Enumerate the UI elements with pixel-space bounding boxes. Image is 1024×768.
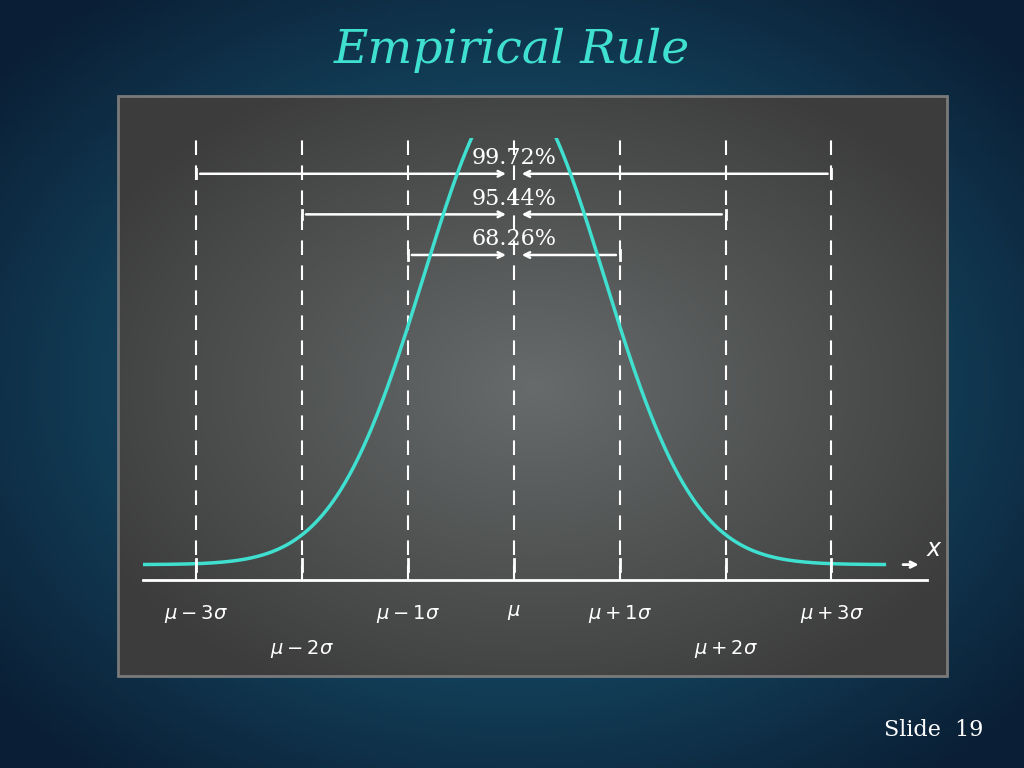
Text: $\mu - 3\sigma$: $\mu - 3\sigma$ [165,603,228,625]
Text: $\mu + 2\sigma$: $\mu + 2\sigma$ [693,637,758,660]
Bar [118,96,947,676]
Text: Empirical Rule: Empirical Rule [334,28,690,72]
Text: $\mu$: $\mu$ [507,603,521,622]
Text: $\mu + 1\sigma$: $\mu + 1\sigma$ [588,603,651,625]
Text: $\mu - 2\sigma$: $\mu - 2\sigma$ [270,637,334,660]
Text: 68.26%: 68.26% [471,228,556,250]
Text: $\mu + 3\sigma$: $\mu + 3\sigma$ [800,603,863,625]
Text: $x$: $x$ [926,538,942,561]
Text: $\mu - 1\sigma$: $\mu - 1\sigma$ [376,603,440,625]
Text: 99.72%: 99.72% [471,147,556,169]
Text: Slide  19: Slide 19 [884,719,983,741]
Text: 95.44%: 95.44% [471,187,556,210]
